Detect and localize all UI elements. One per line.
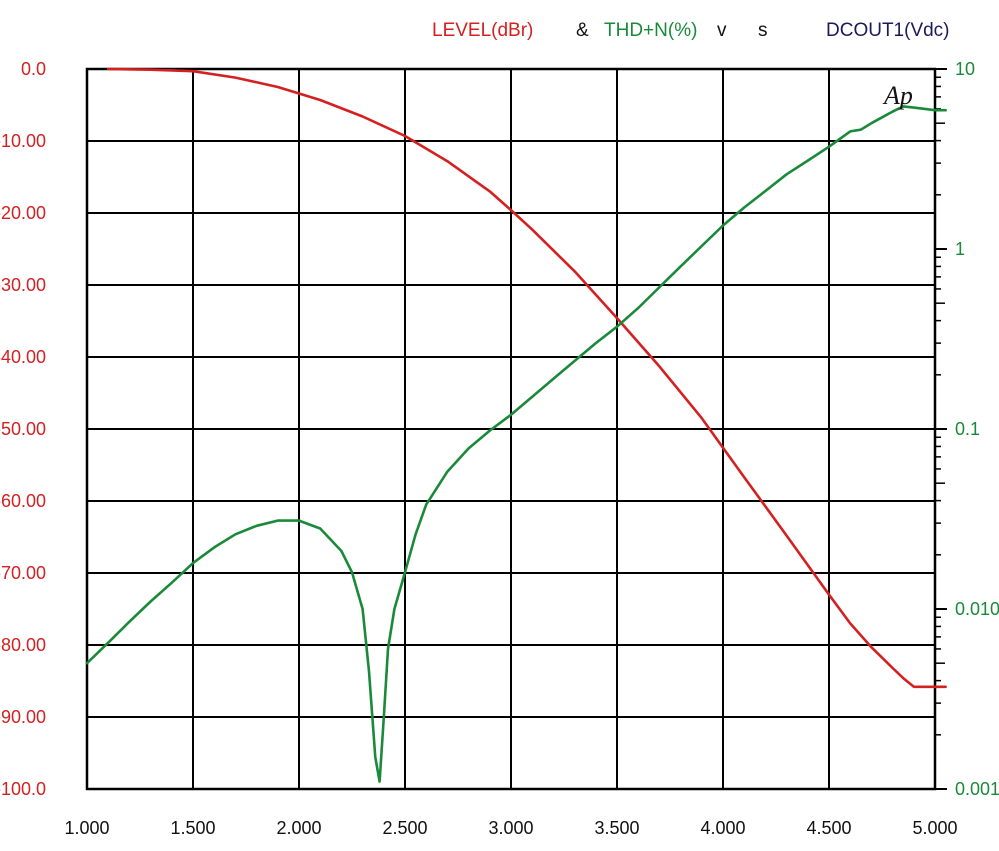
y-right-tick-label: 0.1 — [955, 419, 980, 439]
y-left-tick-label: -50.00 — [0, 419, 46, 439]
ap-logo: Ap — [882, 81, 913, 110]
y-left-tick-label: -100.0 — [0, 779, 46, 799]
title-level: LEVEL(dBr) — [432, 20, 533, 41]
thdn-line — [85, 105, 947, 783]
axes: 1.000 1.500 2.000 2.500 3.000 3.500 4.000 4.500… — [0, 59, 999, 838]
x-tick-label: 3.500 — [594, 818, 639, 838]
y-left-tick-label: -20.00 — [0, 203, 46, 223]
level-line — [106, 67, 947, 689]
x-tick-label: 4.500 — [806, 818, 851, 838]
grid — [85, 67, 937, 791]
y-left-tick-label: -90.00 — [0, 707, 46, 727]
title-ampersand: & — [576, 20, 589, 41]
y-right-tick-label: 0.001 — [955, 779, 999, 799]
x-tick-label: 4.000 — [700, 818, 745, 838]
x-tick-label: 2.500 — [382, 818, 427, 838]
series-layer — [85, 67, 947, 783]
x-tick-label: 2.000 — [276, 818, 321, 838]
title-v: v — [717, 20, 727, 41]
y-right-tick-label: 10 — [955, 59, 975, 79]
y-right-tick-label: 0.010 — [955, 599, 999, 619]
title-s: s — [758, 20, 768, 41]
y-left-tick-label: -60.00 — [0, 491, 46, 511]
y-left-tick-label: -80.00 — [0, 635, 46, 655]
x-tick-label: 3.000 — [488, 818, 533, 838]
y-right-tick-label: 1 — [955, 239, 965, 259]
y-left-tick-label: -10.00 — [0, 131, 46, 151]
title-thdn: THD+N(%) — [604, 20, 697, 41]
x-tick-label: 1.000 — [64, 818, 109, 838]
y-left-tick-label: -40.00 — [0, 347, 46, 367]
title-dcout: DCOUT1(Vdc) — [826, 20, 950, 41]
y-left-tick-label: -70.00 — [0, 563, 46, 583]
x-tick-label: 1.500 — [170, 818, 215, 838]
y-left-tick-label: -30.00 — [0, 275, 46, 295]
x-tick-label: 5.000 — [912, 818, 957, 838]
y-left-tick-label: 0.0 — [21, 59, 46, 79]
chart-title: LEVEL(dBr) & THD+N(%) v s DCOUT1(Vdc) — [432, 20, 950, 41]
